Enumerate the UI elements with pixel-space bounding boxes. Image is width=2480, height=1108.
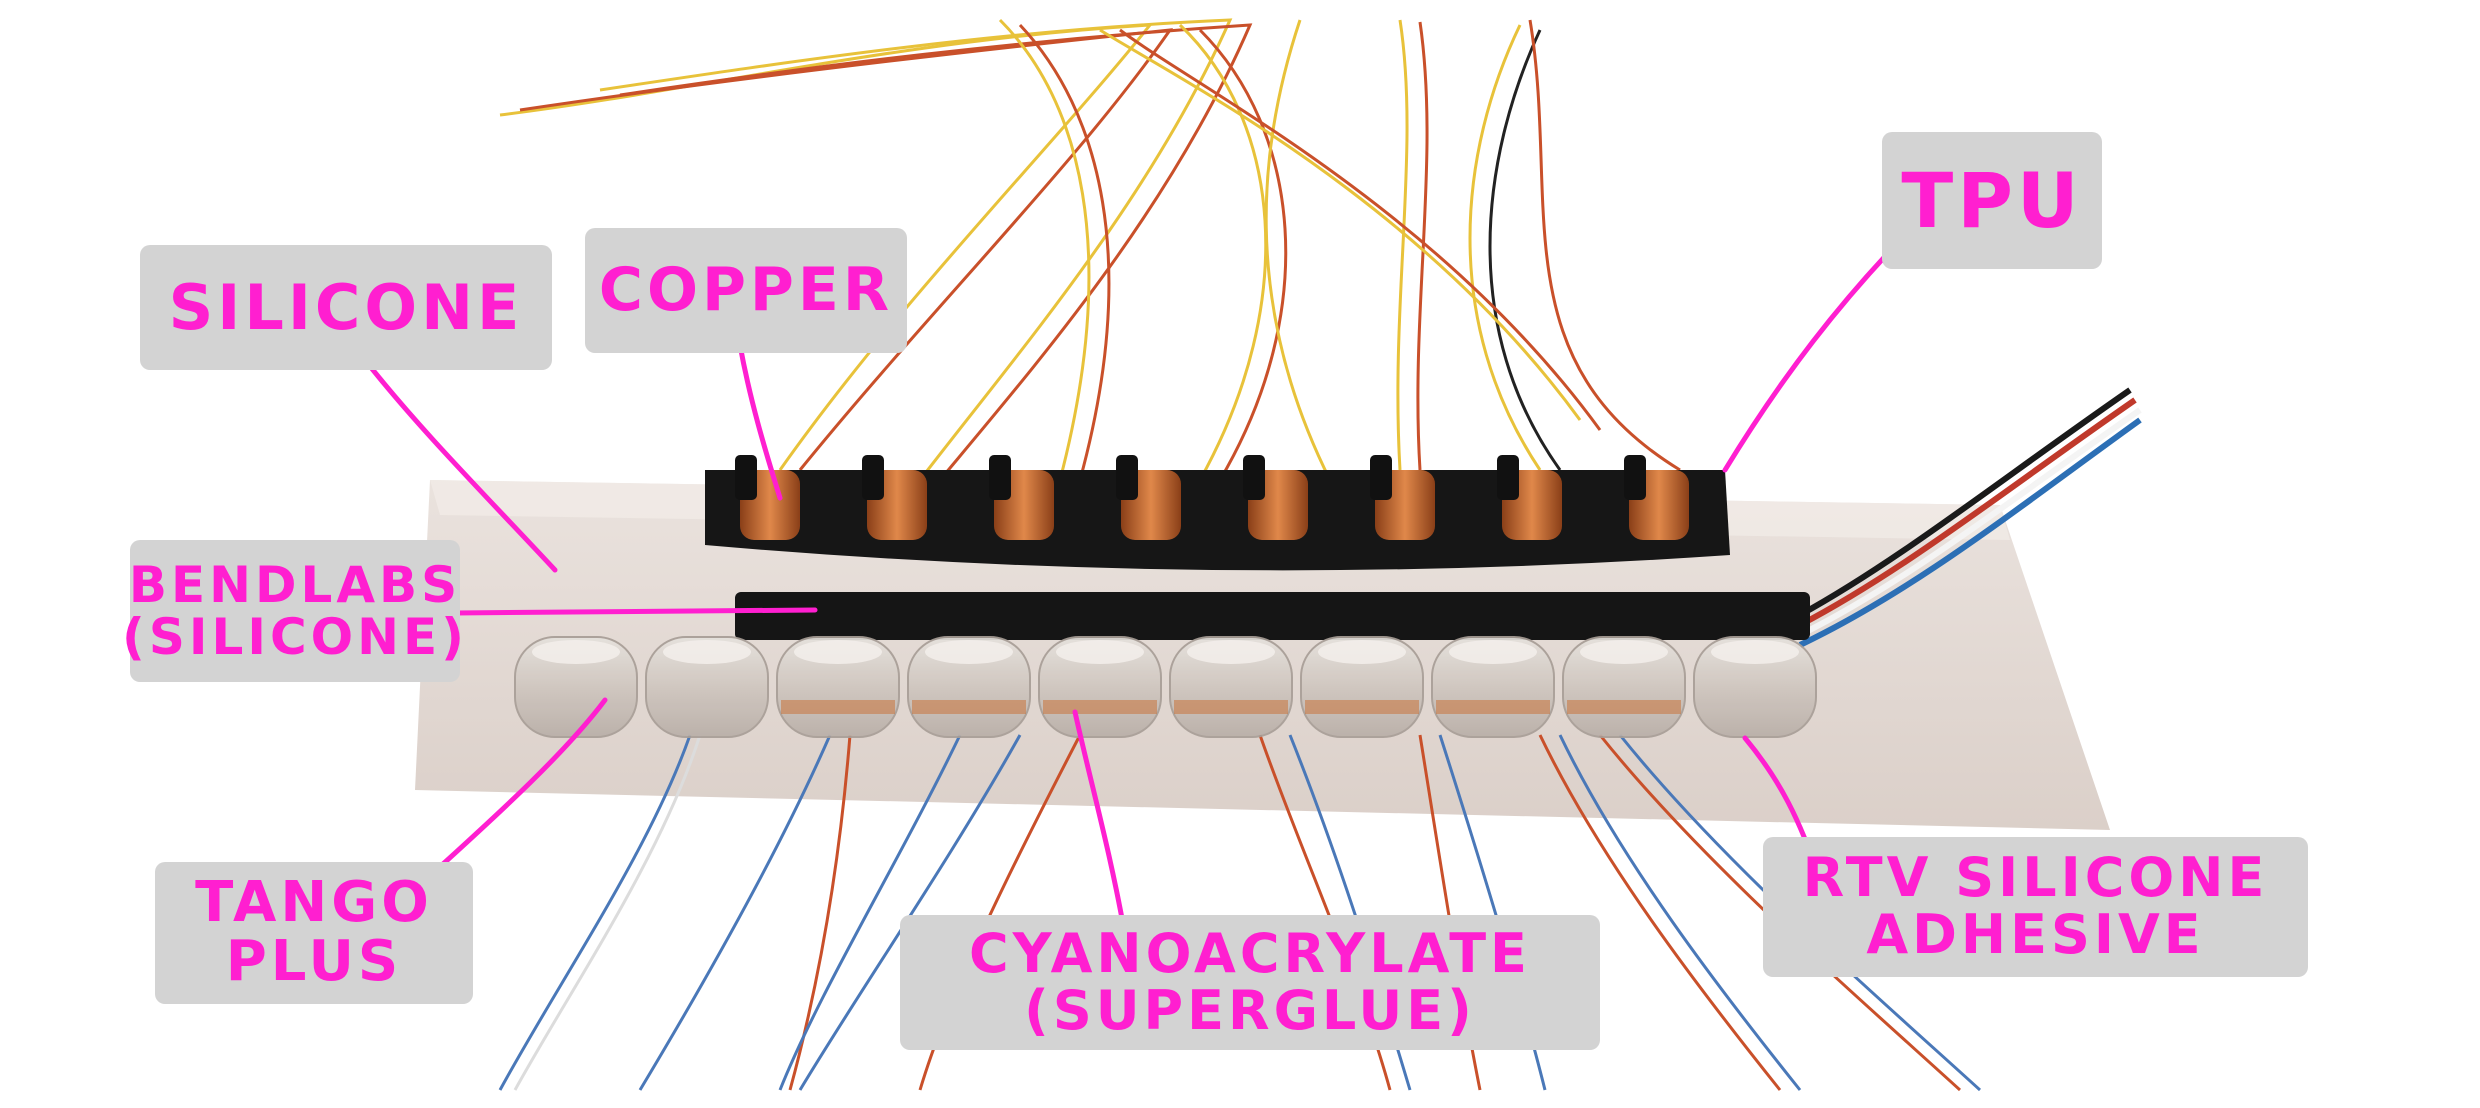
clear-ring xyxy=(514,636,638,738)
clear-ring xyxy=(1431,636,1555,738)
clear-ring xyxy=(1562,636,1686,738)
copper-coil xyxy=(735,455,800,540)
clear-ring xyxy=(1169,636,1293,738)
copper-coil xyxy=(1624,455,1689,540)
label-tpu-text: TPU xyxy=(1901,155,2083,245)
clear-ring xyxy=(1300,636,1424,738)
label-copper: COPPER xyxy=(585,228,907,353)
copper-coil xyxy=(862,455,927,540)
copper-coil xyxy=(1116,455,1181,540)
label-cyanoacrylate-text: CYANOACRYLATE (SUPERGLUE) xyxy=(969,921,1531,1042)
copper-coil xyxy=(1497,455,1562,540)
copper-coil xyxy=(989,455,1054,540)
label-silicone-text: SILICONE xyxy=(168,270,524,344)
label-rtv-silicone-adhesive: RTV SILICONE ADHESIVE xyxy=(1763,837,2308,977)
label-rtv-text: RTV SILICONE ADHESIVE xyxy=(1802,846,2269,966)
clear-ring xyxy=(907,636,1031,738)
top-wire-bundle xyxy=(499,18,1681,481)
pointer-copper xyxy=(737,342,783,501)
pointer-silicone xyxy=(362,357,558,573)
clear-ring xyxy=(1038,636,1162,738)
bendlabs-cable xyxy=(1798,387,2142,648)
tango-plus-rings xyxy=(514,636,1817,738)
label-cyanoacrylate: CYANOACRYLATE (SUPERGLUE) xyxy=(900,915,1600,1050)
label-bendlabs: BENDLABS (SILICONE) xyxy=(122,540,464,682)
pointer-bendlabs xyxy=(452,607,818,616)
pointer-cyanoacrylate xyxy=(1072,709,1128,938)
label-tango-plus-text: TANGO PLUS xyxy=(195,870,433,994)
label-tango-plus: TANGO PLUS xyxy=(155,862,473,1004)
clear-ring xyxy=(1693,636,1817,738)
clear-ring xyxy=(776,636,900,738)
label-copper-text: COPPER xyxy=(598,255,894,325)
bendlabs-strip xyxy=(735,592,1810,640)
tpu-housing xyxy=(705,455,1730,571)
clear-ring xyxy=(645,636,769,738)
label-silicone: SILICONE xyxy=(140,245,552,370)
copper-coil xyxy=(1370,455,1435,540)
label-tpu: TPU xyxy=(1882,132,2102,269)
copper-coil xyxy=(1243,455,1308,540)
label-bendlabs-text: BENDLABS (SILICONE) xyxy=(122,555,468,666)
annotation-lines xyxy=(362,217,1923,938)
